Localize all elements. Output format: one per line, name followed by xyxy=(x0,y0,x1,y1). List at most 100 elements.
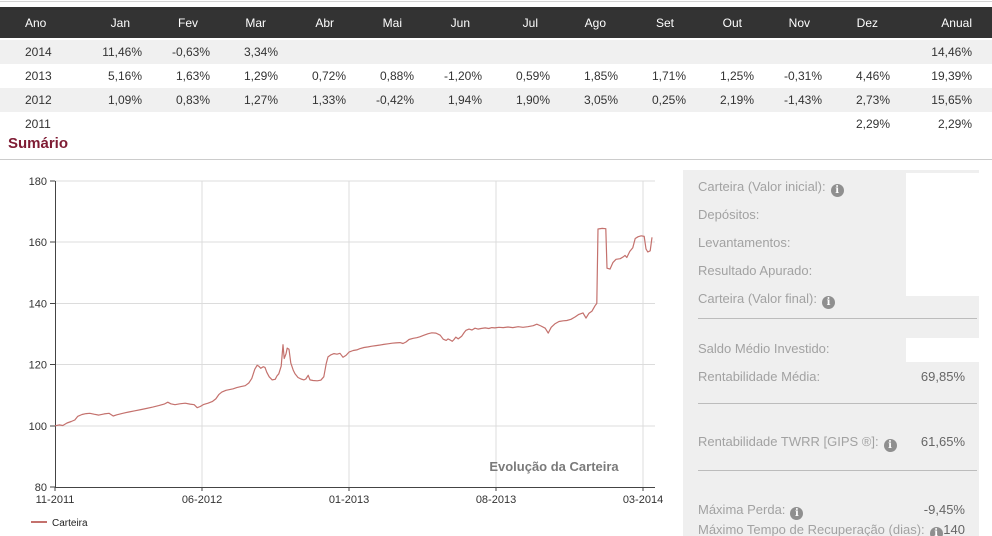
info-icon[interactable]: i xyxy=(929,527,943,536)
table-row: 2012 1,09% 0,83% 1,27% 1,33% -0,42% 1,94% 1,90%… xyxy=(0,88,992,112)
return-cell: -0,31% xyxy=(783,69,822,83)
sidebar-row: Depósitos: xyxy=(698,207,965,225)
table-header-row: Ano Jan Fev Mar Abr Mai Jun Jul Ago Set Out Nov Dez A… xyxy=(0,7,992,40)
sidebar-row: Carteira (Valor inicial): i xyxy=(698,179,965,197)
column-header: Mai xyxy=(348,7,416,40)
return-cell xyxy=(756,112,824,136)
year-cell: 2013 xyxy=(25,69,52,83)
column-header: Ano xyxy=(0,7,76,40)
return-cell xyxy=(484,112,552,136)
return-cell: 1,94% xyxy=(447,93,482,107)
sidebar-row-value: 140 xyxy=(943,522,965,536)
return-cell: 0,88% xyxy=(379,69,414,83)
table-row: 2014 11,46% -0,63% 3,34% 14,46% xyxy=(0,39,992,64)
sidebar-divider xyxy=(698,318,977,319)
return-cell: 1,25% xyxy=(719,69,754,83)
return-cell xyxy=(484,39,552,64)
redaction-box xyxy=(906,338,980,362)
column-header: Set xyxy=(620,7,688,40)
y-tick-label: 160 xyxy=(29,237,47,249)
sidebar-row: Rentabilidade Média: 69,85% xyxy=(698,369,965,387)
year-cell: 2011 xyxy=(25,117,51,131)
return-cell: 0,83% xyxy=(175,93,210,107)
return-cell: 2,29% xyxy=(937,117,972,131)
return-cell: 2,73% xyxy=(855,93,890,107)
return-cell: 5,16% xyxy=(107,69,142,83)
sidebar-row: Levantamentos: xyxy=(698,235,965,253)
return-cell: 15,65% xyxy=(931,93,972,107)
sidebar-row-label: Carteira (Valor inicial): xyxy=(698,179,826,194)
return-cell xyxy=(212,112,280,136)
sidebar-row-label: Máximo Tempo de Recuperação (dias): xyxy=(698,522,925,536)
column-header: Mar xyxy=(212,7,280,40)
column-header: Nov xyxy=(756,7,824,40)
info-icon[interactable]: i xyxy=(790,507,804,520)
chart-title: Evolução da Carteira xyxy=(489,459,619,474)
table-row: 2013 5,16% 1,63% 1,29% 0,72% 0,88% -1,20% 0,59%… xyxy=(0,64,992,88)
return-cell: 1,90% xyxy=(515,93,550,107)
return-cell xyxy=(620,112,688,136)
info-icon[interactable]: i xyxy=(830,184,844,197)
sidebar-row-label: Máxima Perda: xyxy=(698,502,786,517)
return-cell: 0,72% xyxy=(311,69,346,83)
y-tick-label: 80 xyxy=(35,482,47,494)
redaction-box xyxy=(906,173,980,296)
return-cell: 3,05% xyxy=(583,93,618,107)
sidebar-row: Saldo Médio Investido: xyxy=(698,341,965,359)
sidebar-row: Máximo Tempo de Recuperação (dias): i 140 xyxy=(698,522,965,536)
sidebar-row-label: Saldo Médio Investido: xyxy=(698,341,830,356)
return-cell xyxy=(416,39,484,64)
sidebar-row-value: -9,45% xyxy=(923,502,965,517)
column-header: Fev xyxy=(144,7,212,40)
sidebar-row-value: 69,85% xyxy=(920,369,965,384)
x-tick-label: 11-2011 xyxy=(36,494,75,506)
return-cell xyxy=(620,39,688,64)
return-cell xyxy=(688,112,756,136)
column-header: Anual xyxy=(892,7,992,40)
column-header: Out xyxy=(688,7,756,40)
sidebar-row-value: 61,65% xyxy=(920,434,965,449)
top-divider xyxy=(0,1,992,2)
column-header: Jun xyxy=(416,7,484,40)
return-cell xyxy=(76,112,144,136)
sidebar-row-label: Rentabilidade TWRR [GIPS ®]: xyxy=(698,434,879,449)
info-icon[interactable]: i xyxy=(883,439,897,452)
column-header: Jan xyxy=(76,7,144,40)
return-cell: 1,63% xyxy=(175,69,210,83)
return-cell: 1,71% xyxy=(651,69,686,83)
sidebar-row-label: Resultado Apurado: xyxy=(698,263,813,278)
table-row: 2011 2,29% 2,29% xyxy=(0,112,992,136)
info-icon[interactable]: i xyxy=(821,296,835,309)
column-header: Ago xyxy=(552,7,620,40)
return-cell: 0,25% xyxy=(651,93,686,107)
return-cell xyxy=(552,39,620,64)
sidebar-divider xyxy=(698,470,977,471)
return-cell xyxy=(824,39,892,64)
return-cell: 1,27% xyxy=(243,93,278,107)
year-cell: 2012 xyxy=(25,93,52,107)
section-title: Sumário xyxy=(8,135,69,152)
return-cell xyxy=(144,112,212,136)
table-body: 2014 11,46% -0,63% 3,34% 14,46% 2013 5,16% 1,63… xyxy=(0,39,992,136)
return-cell: 2,29% xyxy=(855,117,890,131)
monthly-returns-table: Ano Jan Fev Mar Abr Mai Jun Jul Ago Set Out Nov Dez A… xyxy=(0,7,992,136)
sidebar-row-label: Rentabilidade Média: xyxy=(698,369,821,384)
return-cell: 1,85% xyxy=(583,69,618,83)
sidebar-row: Máxima Perda: i -9,45% xyxy=(698,502,965,520)
return-cell: -1,20% xyxy=(443,69,482,83)
return-cell: -1,43% xyxy=(783,93,822,107)
return-cell: 3,34% xyxy=(243,45,278,59)
return-cell: 11,46% xyxy=(102,45,142,59)
year-cell: 2014 xyxy=(25,45,52,59)
return-cell xyxy=(348,39,416,64)
section-divider xyxy=(0,159,992,160)
sidebar-divider xyxy=(698,403,977,404)
y-tick-label: 180 xyxy=(29,176,47,188)
return-cell xyxy=(280,112,348,136)
return-cell: 2,19% xyxy=(719,93,754,107)
column-header: Abr xyxy=(280,7,348,40)
column-header: Jul xyxy=(484,7,552,40)
return-cell: 19,39% xyxy=(931,69,972,83)
column-header: Dez xyxy=(824,7,892,40)
